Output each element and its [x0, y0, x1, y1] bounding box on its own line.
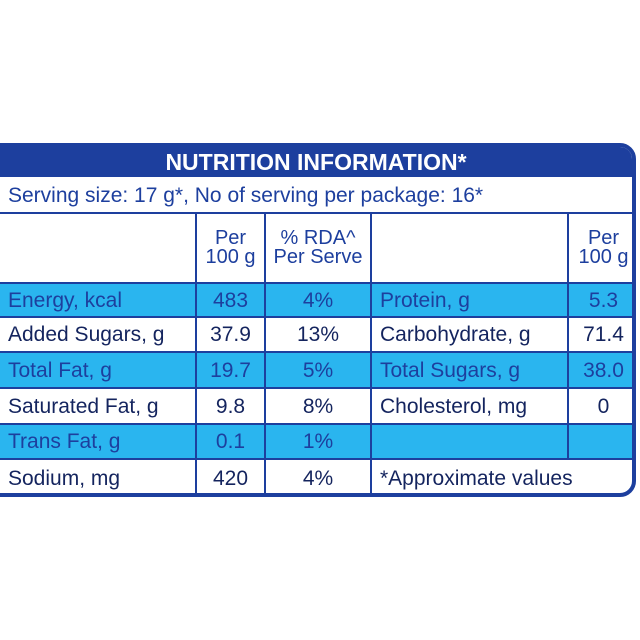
nutrient-value: 420 [197, 458, 266, 493]
title: NUTRITION INFORMATION* [0, 147, 632, 177]
nutrient-name: Trans Fat, g [0, 423, 197, 458]
nutrient-value: 8% [266, 387, 372, 423]
nutrient-value: 5% [266, 351, 372, 387]
nutrient-value: 0.1 [197, 423, 266, 458]
nutrient-name: Cholesterol, mg [372, 387, 569, 423]
nutrient-name: Added Sugars, g [0, 316, 197, 351]
column-header: Per 100 g [569, 212, 632, 282]
nutrient-name: Carbohydrate, g [372, 316, 569, 351]
empty-cell [372, 423, 569, 458]
nutrition-label: NUTRITION INFORMATION* Serving size: 17 … [0, 143, 636, 497]
nutrient-value: 19.7 [197, 351, 266, 387]
footnote: *Approximate values [372, 458, 632, 493]
column-header: Per 100 g [197, 212, 266, 282]
nutrient-value: 38.0 [569, 351, 632, 387]
nutrient-value: 5.3 [569, 282, 632, 316]
nutrient-name: Total Sugars, g [372, 351, 569, 387]
nutrient-value: 13% [266, 316, 372, 351]
nutrient-value: 4% [266, 458, 372, 493]
nutrient-value: 0 [569, 387, 632, 423]
nutrient-value: 1% [266, 423, 372, 458]
nutrient-value: 4% [266, 282, 372, 316]
nutrient-name: Total Fat, g [0, 351, 197, 387]
nutrient-name: Sodium, mg [0, 458, 197, 493]
nutrient-value: 9.8 [197, 387, 266, 423]
column-header: % RDA^ Per Serve [266, 212, 372, 282]
nutrient-name: Energy, kcal [0, 282, 197, 316]
nutrient-value: 37.9 [197, 316, 266, 351]
empty-cell [569, 423, 632, 458]
nutrient-name: Saturated Fat, g [0, 387, 197, 423]
serving-info: Serving size: 17 g*, No of serving per p… [8, 184, 484, 207]
nutrient-value: 71.4 [569, 316, 632, 351]
header-blank [372, 212, 569, 282]
nutrient-value: 483 [197, 282, 266, 316]
nutrient-name: Protein, g [372, 282, 569, 316]
header-blank [0, 212, 197, 282]
